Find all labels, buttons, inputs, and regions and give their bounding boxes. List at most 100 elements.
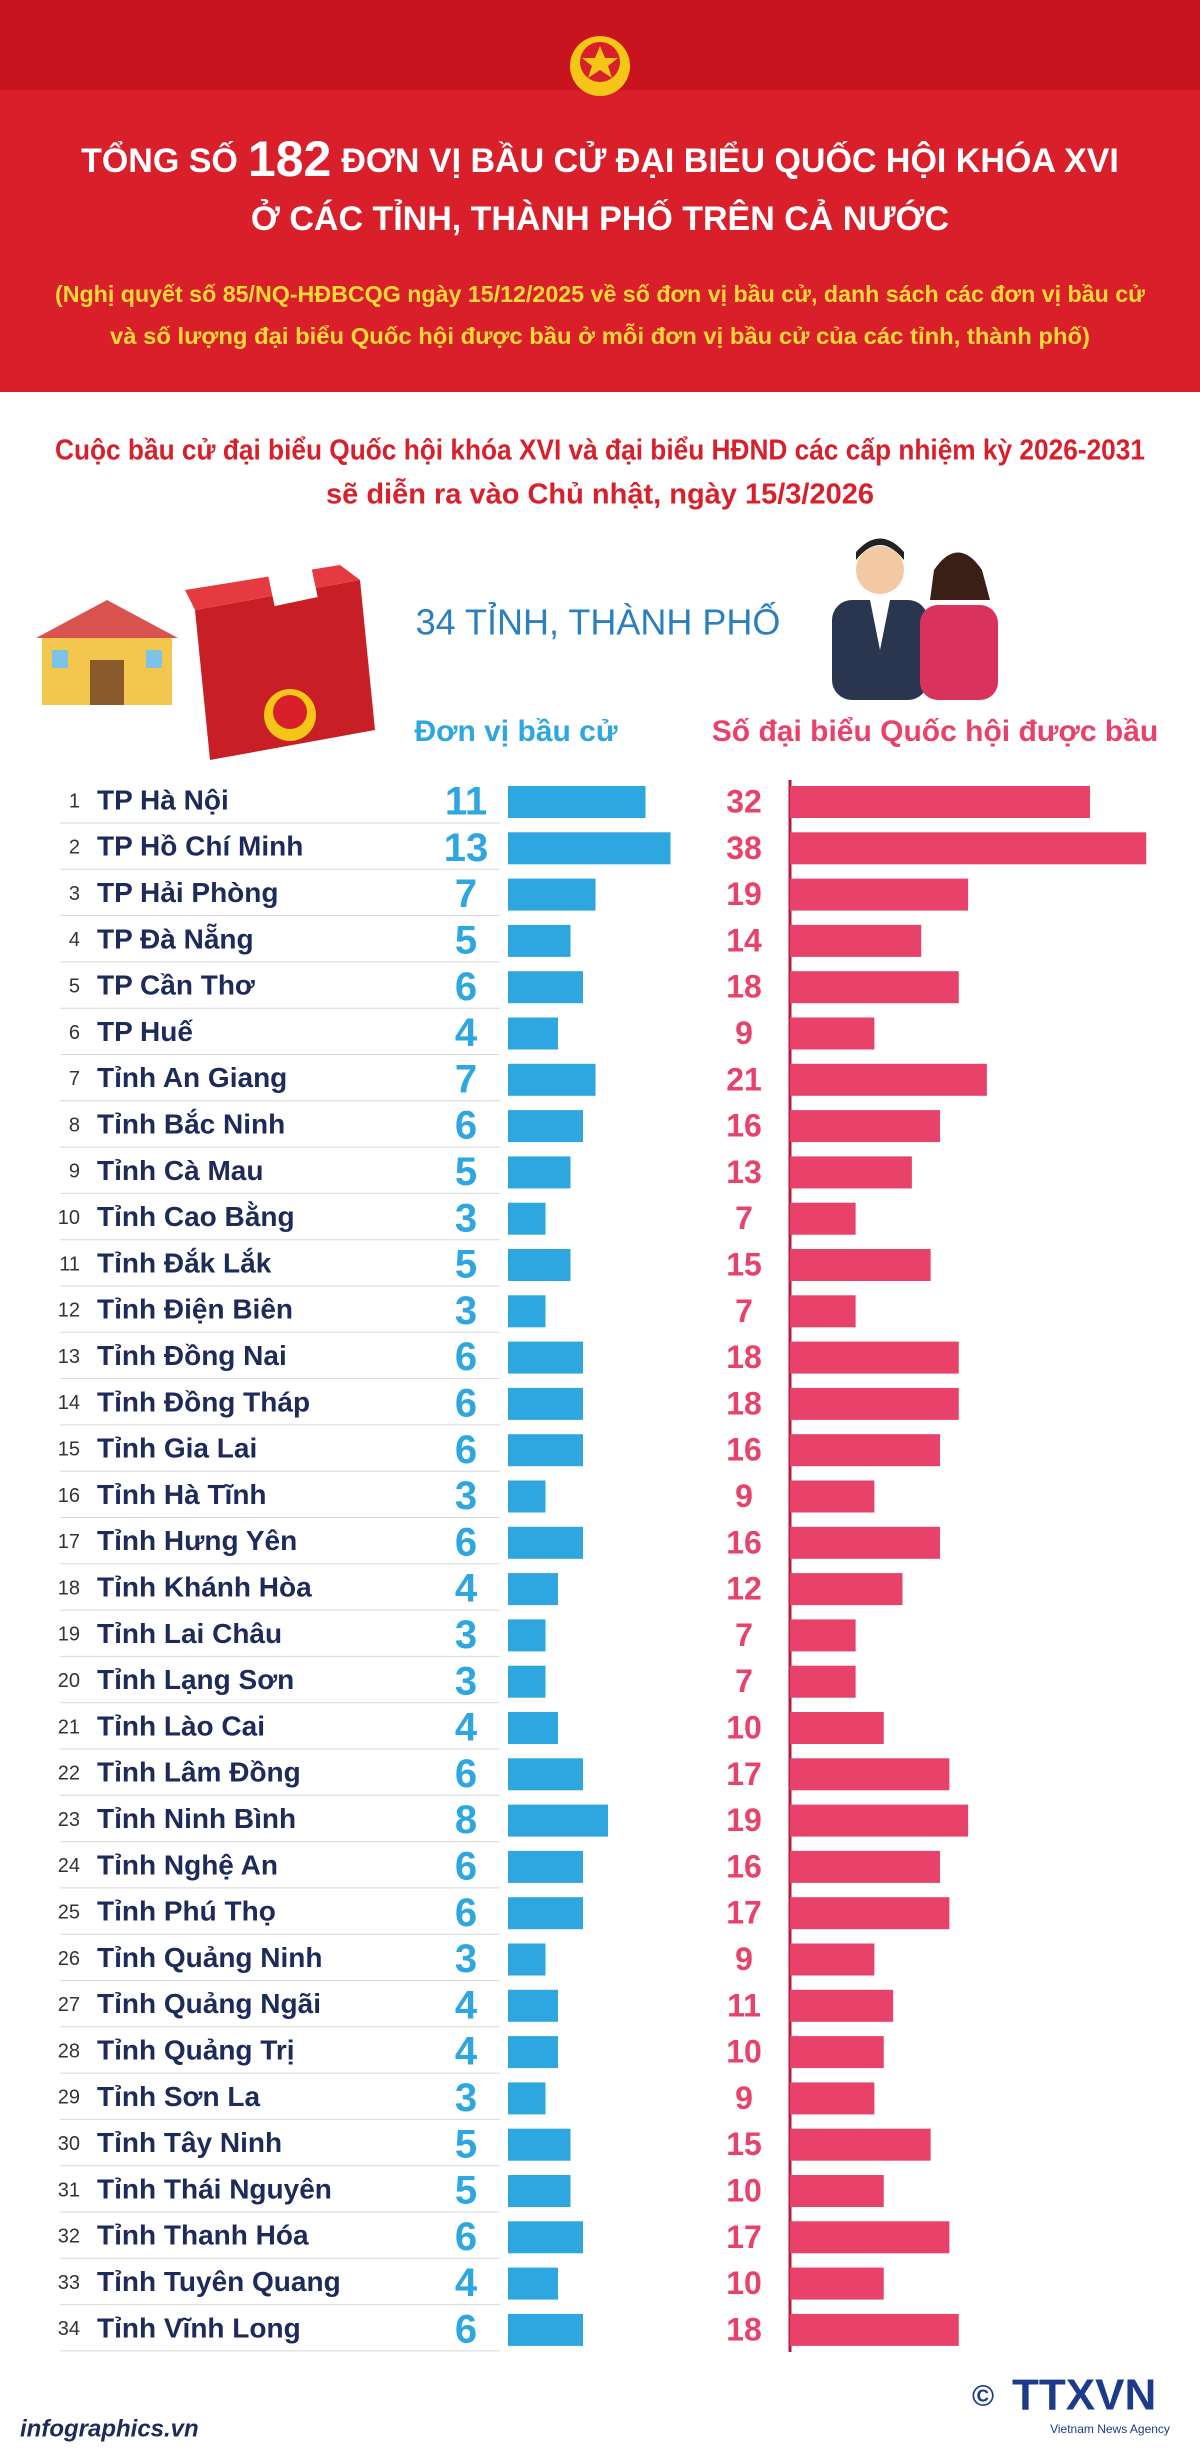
- province-name: Tỉnh Thái Nguyên: [97, 2173, 332, 2204]
- row-number: 33: [58, 2272, 80, 2294]
- value-label: 6: [455, 1335, 477, 1379]
- value-label: 17: [726, 2219, 762, 2255]
- province-name: Tỉnh An Giang: [97, 1062, 287, 1093]
- footer-site: infographics.vn: [20, 2415, 199, 2442]
- bar: [508, 1249, 571, 1281]
- value-label: 18: [726, 1385, 762, 1421]
- bar: [508, 786, 646, 818]
- province-name: Tỉnh Lâm Đồng: [97, 1757, 301, 1788]
- bar: [508, 1480, 546, 1513]
- bar: [508, 1897, 583, 1930]
- value-label: 5: [455, 1243, 477, 1287]
- row-number: 20: [58, 1670, 80, 1692]
- value-label: 32: [726, 783, 762, 819]
- province-name: Tỉnh Cà Mau: [97, 1155, 263, 1186]
- legend-label: Số đại biểu Quốc hội được bầu: [712, 715, 1158, 748]
- province-name: Tỉnh Ninh Bình: [97, 1803, 296, 1834]
- subtitle: Cuộc bầu cử đại biểu Quốc hội khóa XVI v…: [55, 435, 1145, 467]
- province-name: Tỉnh Gia Lai: [97, 1433, 257, 1464]
- bar: [508, 2313, 583, 2346]
- bar: [508, 1758, 583, 1791]
- bar: [508, 1434, 583, 1467]
- row-number: 2: [69, 837, 80, 859]
- title-part: ĐƠN VỊ BẦU CỬ ĐẠI BIỂU QUỐC HỘI KHÓA XVI: [341, 141, 1119, 180]
- value-label: 16: [726, 1524, 762, 1560]
- row-number: 17: [58, 1531, 80, 1553]
- copyright: ©: [972, 2380, 994, 2413]
- bar: [508, 1712, 558, 1744]
- bar: [508, 971, 583, 1004]
- bar: [790, 1897, 950, 1930]
- value-label: 15: [726, 1246, 762, 1282]
- value-label: 3: [455, 2076, 477, 2120]
- bar: [790, 1480, 875, 1513]
- province-name: Tỉnh Đồng Tháp: [97, 1386, 310, 1417]
- bar: [508, 1295, 546, 1328]
- province-name: Tỉnh Đắk Lắk: [97, 1247, 272, 1278]
- value-label: 9: [735, 1941, 753, 1977]
- value-label: 7: [735, 1617, 753, 1653]
- province-name: Tỉnh Lạng Sơn: [97, 1664, 294, 1695]
- bar: [508, 1017, 558, 1050]
- province-name: Tỉnh Vĩnh Long: [97, 2312, 301, 2343]
- value-label: 4: [455, 1706, 478, 1750]
- value-label: 7: [735, 1293, 753, 1329]
- value-label: 17: [726, 1756, 762, 1792]
- value-label: 4: [455, 1011, 478, 1055]
- value-label: 15: [726, 2126, 762, 2162]
- value-label: 9: [735, 2080, 753, 2116]
- value-label: 18: [726, 1339, 762, 1375]
- title: TỔNG SỐ 182 ĐƠN VỊ BẦU CỬ ĐẠI BIỂU QUỐC HỘ…: [81, 131, 1119, 187]
- province-name: TP Hải Phòng: [97, 877, 279, 908]
- bar: [790, 1758, 950, 1791]
- value-label: 5: [455, 2122, 477, 2166]
- bar: [790, 1063, 987, 1096]
- bar: [790, 1712, 884, 1744]
- province-name: Tỉnh Điện Biên: [97, 1294, 293, 1325]
- province-name: Tỉnh Lai Châu: [97, 1618, 282, 1649]
- value-label: 6: [455, 2307, 477, 2351]
- bar: [790, 1341, 959, 1374]
- value-label: 38: [726, 830, 762, 866]
- value-label: 10: [726, 1709, 762, 1745]
- row-number: 11: [59, 1253, 80, 1275]
- province-name: Tỉnh Thanh Hóa: [97, 2220, 309, 2251]
- row-number: 32: [58, 2226, 80, 2248]
- bar: [790, 1017, 875, 1050]
- note: và số lượng đại biểu Quốc hội được bầu ở…: [110, 322, 1090, 349]
- value-label: 8: [455, 1798, 477, 1842]
- row-number: 9: [69, 1161, 80, 1183]
- province-name: Tỉnh Cao Bằng: [97, 1201, 295, 1232]
- province-name: TP Hồ Chí Minh: [97, 831, 303, 862]
- row-number: 22: [58, 1763, 80, 1785]
- bar: [508, 1804, 608, 1837]
- row-number: 27: [58, 1994, 80, 2016]
- value-label: 16: [726, 1108, 762, 1144]
- row-number: 13: [58, 1346, 80, 1368]
- province-name: Tỉnh Quảng Trị: [97, 2034, 295, 2065]
- value-label: 19: [726, 876, 762, 912]
- value-label: 16: [726, 1432, 762, 1468]
- value-label: 4: [455, 2261, 478, 2305]
- value-label: 6: [455, 1520, 477, 1564]
- value-label: 3: [455, 1196, 477, 1240]
- bar: [790, 1202, 856, 1235]
- bar: [508, 1850, 583, 1883]
- province-name: Tỉnh Hà Tĩnh: [97, 1479, 267, 1510]
- province-name: Tỉnh Tuyên Quang: [97, 2266, 341, 2297]
- row-number: 29: [58, 2087, 80, 2109]
- row-number: 8: [69, 1114, 80, 1136]
- bar: [508, 2267, 558, 2300]
- bar: [790, 2267, 884, 2300]
- subtitle: sẽ diễn ra vào Chủ nhật, ngày 15/3/2026: [326, 477, 874, 511]
- building-illustration: [36, 600, 178, 705]
- row-number: 28: [58, 2040, 80, 2062]
- value-label: 16: [726, 1848, 762, 1884]
- province-name: Tỉnh Sơn La: [97, 2081, 260, 2112]
- bar: [790, 1249, 931, 1281]
- bar: [508, 924, 571, 957]
- row-number: 3: [69, 883, 80, 905]
- row-number: 21: [58, 1716, 80, 1738]
- province-name: Tỉnh Phú Thọ: [97, 1896, 276, 1927]
- value-label: 4: [455, 1983, 478, 2027]
